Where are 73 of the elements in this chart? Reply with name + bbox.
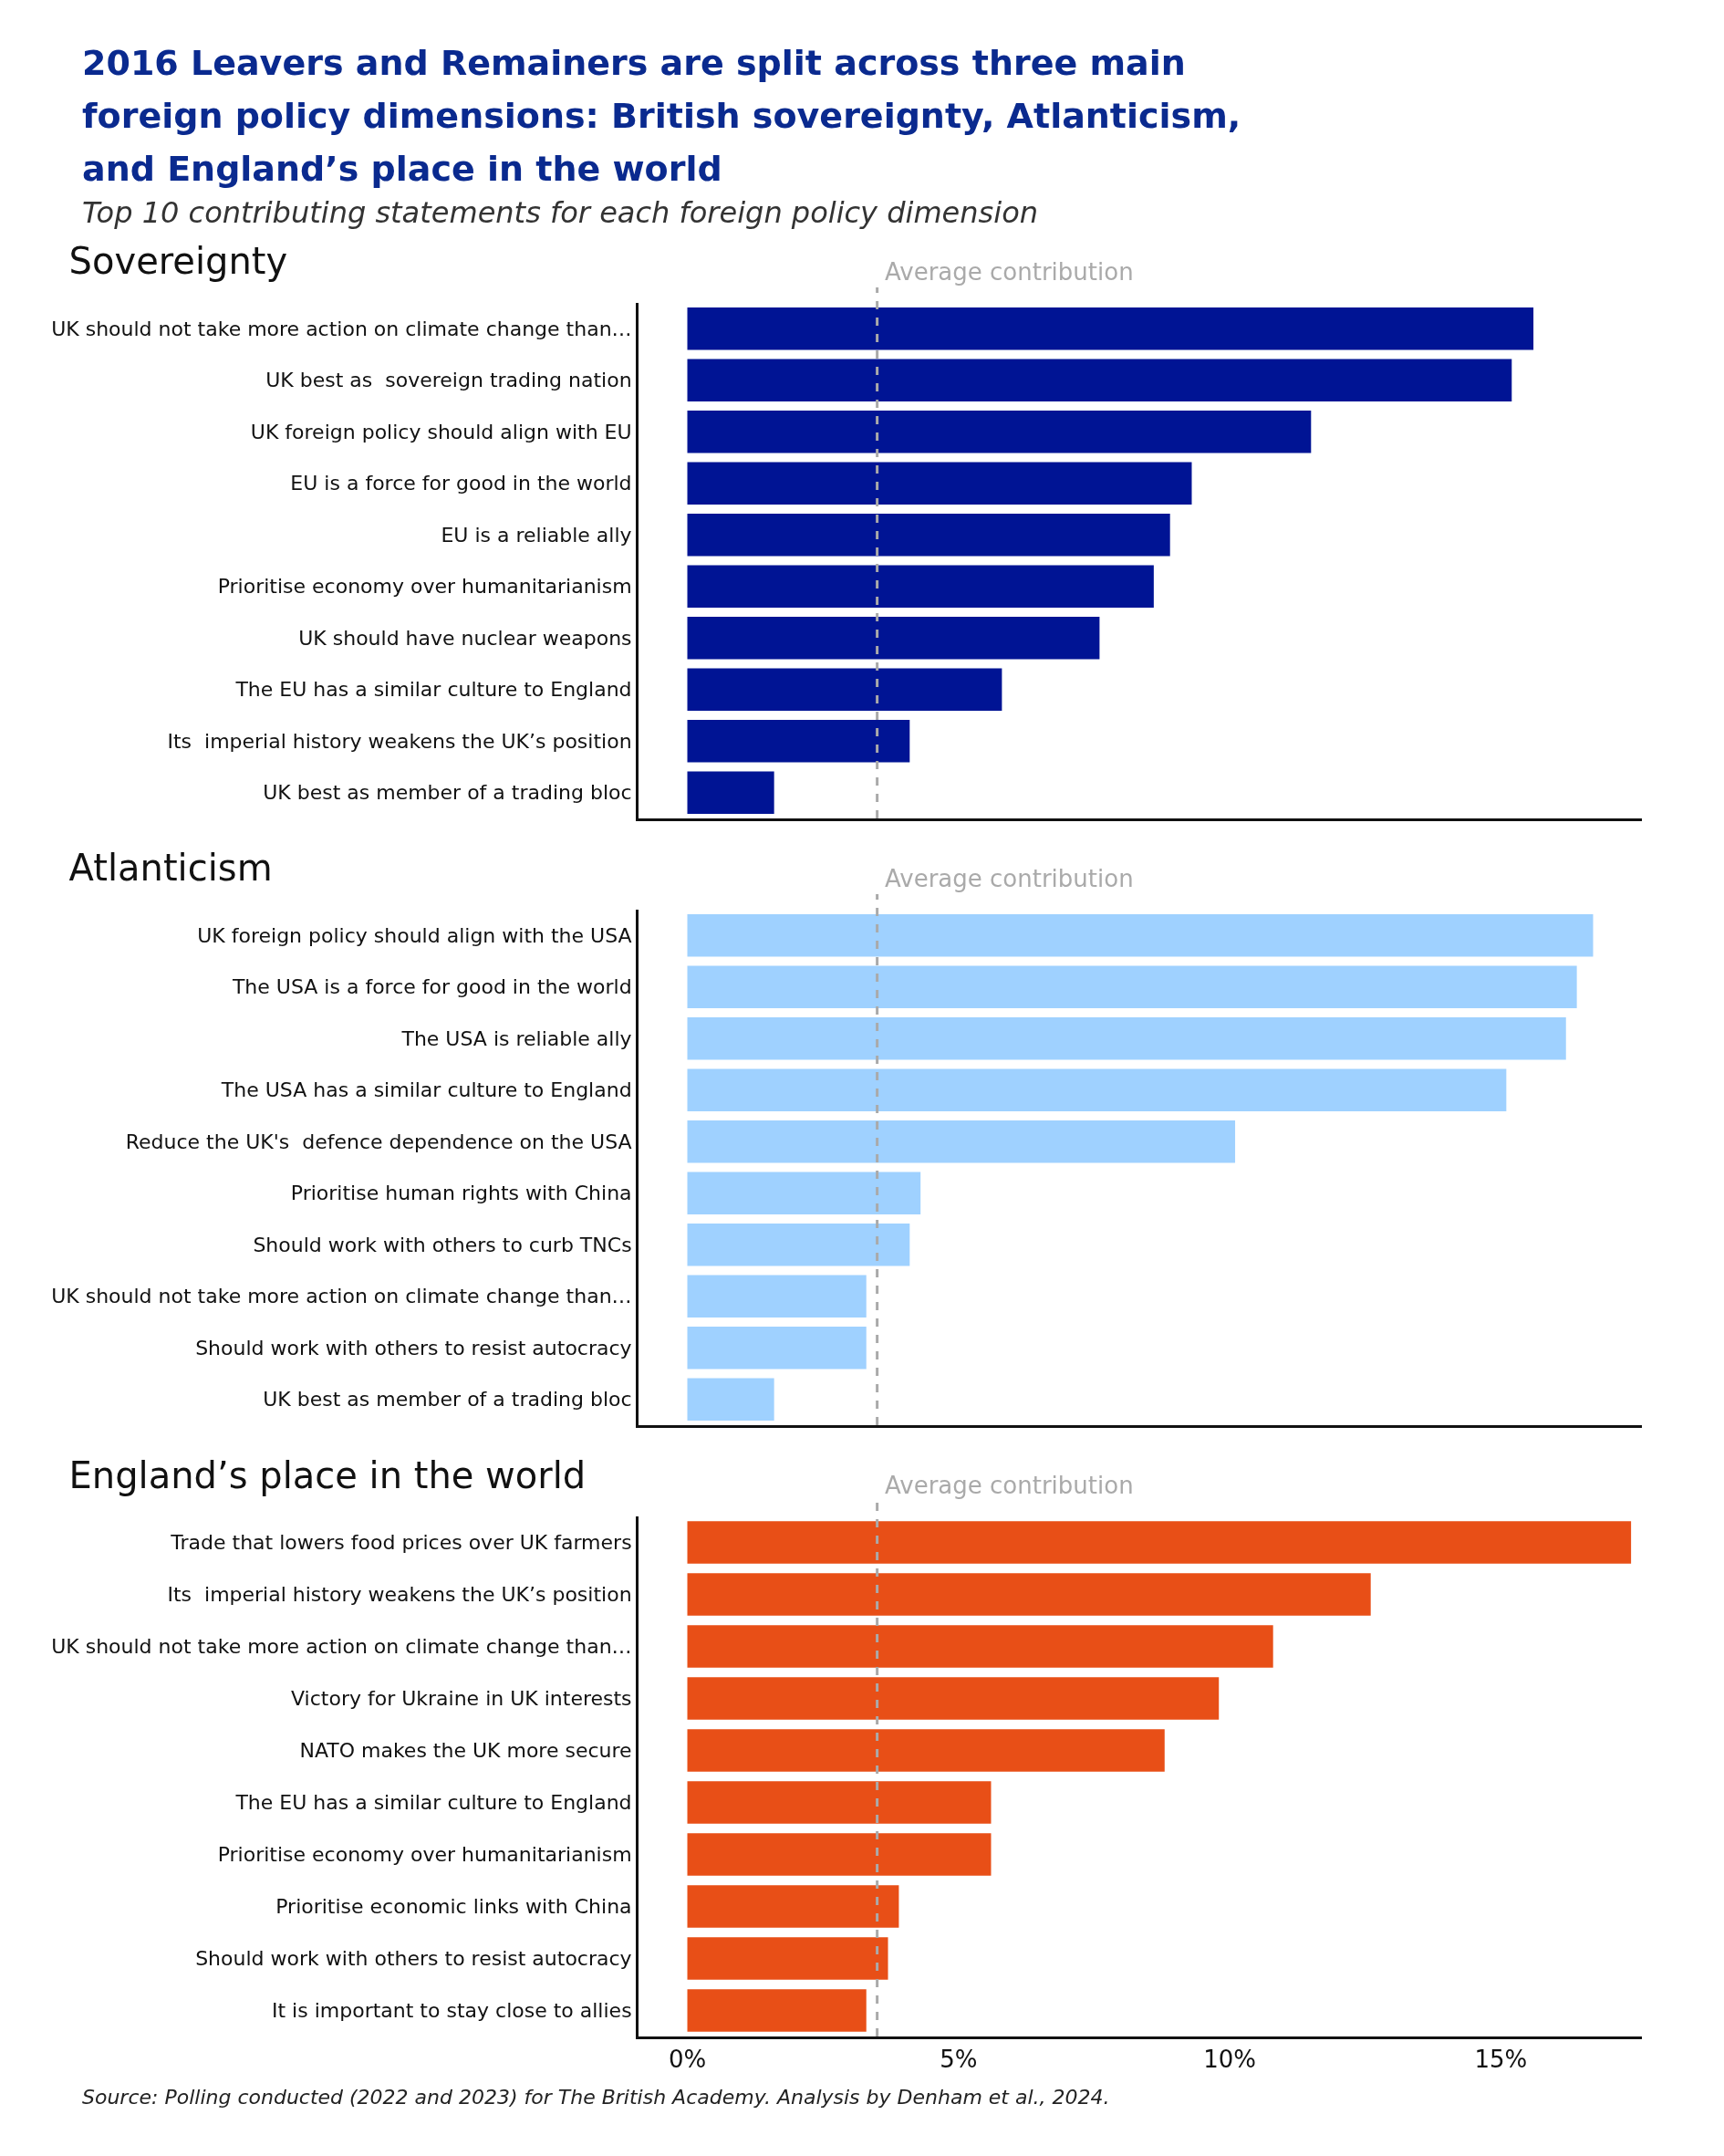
source-note: Source: Polling conducted (2022 and 2023) for The British Academy. Analysis by Denham et al., 2024.: [81, 2085, 1111, 2110]
bar: [687, 965, 1577, 1008]
x-tick-label: 0%: [668, 2046, 707, 2074]
bar: [687, 462, 1192, 505]
bar: [687, 771, 774, 814]
text: England’s place in the world: [68, 1454, 587, 1496]
bar: [687, 1378, 774, 1421]
bar: [687, 411, 1312, 453]
bar: [687, 1327, 867, 1370]
y-tick-label: UK should have nuclear weapons: [298, 626, 632, 650]
bar: [687, 1120, 1236, 1163]
y-tick-label: Its imperial history weakens the UK’s position: [167, 729, 632, 753]
bar: [687, 668, 1002, 711]
ref-line-label: Average contribution: [885, 258, 1134, 286]
y-tick-label: Reduce the UK's defence dependence on the USA: [125, 1130, 632, 1153]
x-tick-label: 10%: [1203, 2046, 1257, 2074]
y-tick-label: It is important to stay close to allies: [272, 1999, 632, 2023]
y-tick-label: The EU has a similar culture to England: [234, 1791, 632, 1815]
x-tick-label: 5%: [940, 2046, 978, 2074]
bar: [687, 720, 910, 763]
bar: [687, 1068, 1507, 1111]
y-tick-label: The EU has a similar culture to England: [234, 678, 632, 702]
bar: [687, 514, 1170, 557]
y-tick-label: The USA is reliable ally: [400, 1026, 632, 1050]
y-tick-label: UK foreign policy should align with EU: [250, 420, 632, 443]
y-tick-label: UK should not take more action on climate change than…: [51, 1635, 632, 1659]
y-tick-label: Prioritise economy over humanitarianism: [217, 1843, 632, 1867]
ref-line-label: Average contribution: [885, 865, 1134, 892]
y-tick-label: Prioritise economy over humanitarianism: [217, 575, 632, 599]
bar: [687, 1172, 921, 1214]
y-tick-label: Victory for Ukraine in UK interests: [291, 1687, 632, 1711]
bar: [687, 1017, 1566, 1060]
bar: [687, 565, 1154, 608]
bar: [687, 1275, 867, 1318]
y-tick-label: Should work with others to resist autocracy: [195, 1336, 632, 1359]
bar: [687, 1989, 867, 2032]
bar: [687, 1781, 992, 1824]
bar: [687, 307, 1534, 350]
text: Sovereignty: [68, 239, 288, 282]
bar: [687, 1573, 1371, 1616]
bar: [687, 1729, 1165, 1772]
y-tick-label: Should work with others to resist autocracy: [195, 1947, 632, 1971]
bar: [687, 914, 1594, 957]
y-tick-label: EU is a reliable ally: [441, 523, 632, 547]
bar: [687, 1885, 899, 1928]
y-tick-label: UK best as member of a trading bloc: [263, 1388, 632, 1411]
y-tick-label: UK foreign policy should align with the USA: [197, 923, 632, 947]
bar: [687, 1677, 1220, 1720]
y-tick-label: Its imperial history weakens the UK’s position: [167, 1583, 632, 1607]
y-tick-label: Trade that lowers food prices over UK farmers: [170, 1531, 632, 1555]
text: 2016 Leavers and Remainers are split across three main foreign policy dimensions: British sovereignty, Atlanticism, and England’s place in the world: [82, 42, 1242, 191]
text: Top 10 contributing statements for each foreign policy dimension: [82, 195, 1039, 230]
ref-line-label: Average contribution: [885, 1472, 1134, 1499]
y-tick-label: Prioritise human rights with China: [290, 1182, 632, 1205]
bar: [687, 1937, 888, 1980]
y-tick-label: EU is a force for good in the world: [290, 472, 632, 495]
y-tick-label: UK best as member of a trading bloc: [263, 781, 632, 805]
y-tick-label: UK best as sovereign trading nation: [265, 369, 632, 392]
text: Atlanticism: [68, 846, 273, 889]
y-tick-label: UK should not take more action on climate change than…: [51, 1285, 632, 1308]
bar: [687, 617, 1100, 660]
bar: [687, 1224, 910, 1266]
y-tick-label: Should work with others to curb TNCs: [253, 1233, 632, 1256]
x-tick-label: 15%: [1474, 2046, 1528, 2074]
y-tick-label: The USA is a force for good in the world: [231, 975, 632, 999]
y-tick-label: UK should not take more action on climate change than…: [51, 317, 632, 340]
bar: [687, 1833, 992, 1876]
bar: [687, 1625, 1273, 1668]
y-tick-label: The USA has a similar culture to England: [220, 1078, 632, 1102]
bar: [687, 1521, 1632, 1564]
bar: [687, 359, 1512, 401]
y-tick-label: NATO makes the UK more secure: [299, 1739, 632, 1763]
y-tick-label: Prioritise economic links with China: [275, 1895, 632, 1919]
